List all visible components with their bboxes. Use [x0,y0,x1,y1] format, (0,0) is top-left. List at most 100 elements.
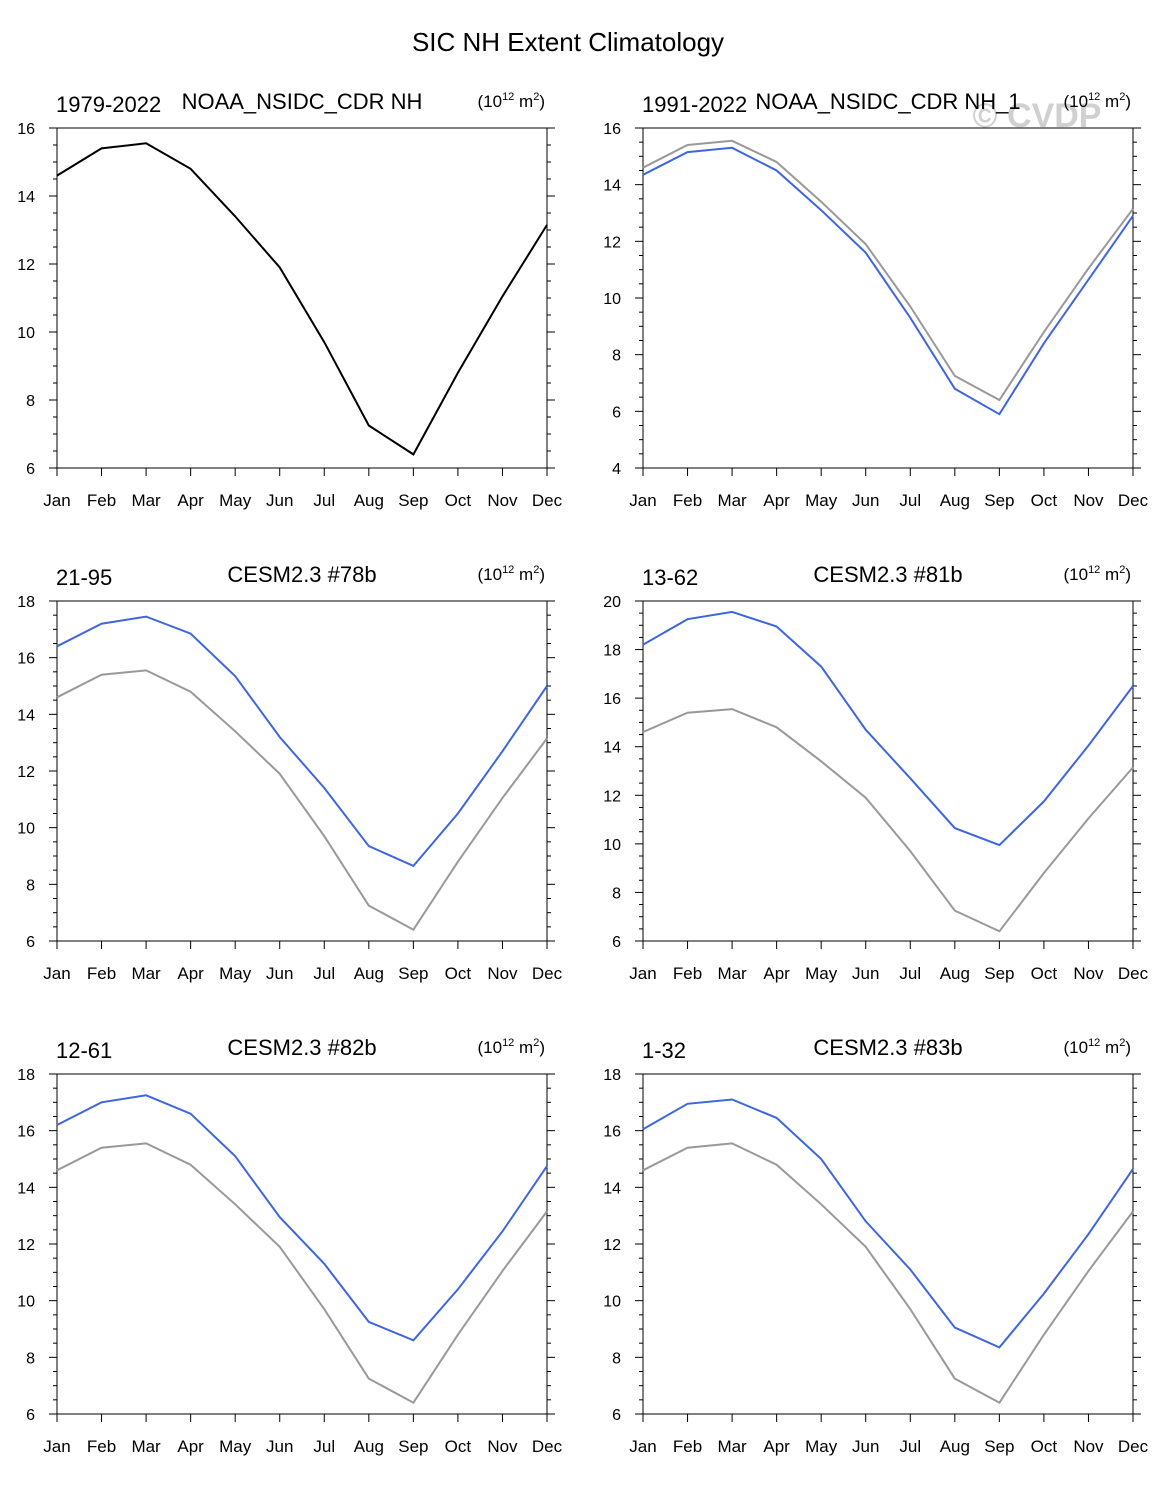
x-tick-label: Dec [532,1437,563,1456]
panel-center-title: NOAA_NSIDC_CDR NH_1 [755,89,1020,114]
chart-panel-4: 6 8 10 12 14 16 18 20 Jan Feb Mar Apr May Jun Jul Aug Se… [603,562,1148,983]
x-tick-label: Jun [266,1437,293,1456]
y-tick-label: 8 [26,877,35,894]
panel-center-title: CESM2.3 #81b [813,562,962,587]
series-line-model [642,610,1134,847]
panel-left-title: 13-62 [642,565,698,590]
y-tick-label: 18 [17,594,35,611]
x-tick-label: Apr [177,964,204,983]
panel-left-title: 12-61 [56,1038,112,1063]
x-tick-label: Jan [629,1437,656,1456]
y-tick-label: 14 [603,740,621,757]
x-tick-label: Jan [43,1437,70,1456]
y-tick-label: 4 [612,461,621,478]
y-tick-label: 12 [603,1237,621,1254]
x-tick-label: Sep [398,1437,428,1456]
panel-grid: 6 8 10 12 14 16 Jan Feb Mar Apr May Jun Jul Aug Sep Oct… [17,89,1148,1456]
x-tick-label: Sep [984,964,1014,983]
y-tick-label: 20 [603,594,621,611]
x-tick-label: Apr [763,1437,790,1456]
x-tick-label: Jun [852,491,879,510]
x-tick-label: Apr [177,1437,204,1456]
panel-left-title: 1-32 [642,1038,686,1063]
x-tick-label: Aug [354,964,384,983]
y-tick-label: 16 [603,1124,621,1141]
x-tick-label: Apr [763,964,790,983]
x-tick-label: Aug [940,964,970,983]
y-tick-label: 12 [17,257,35,274]
y-tick-label: 6 [26,934,35,951]
x-tick-label: Mar [131,1437,161,1456]
x-tick-label: Jun [852,964,879,983]
x-tick-label: Apr [763,491,790,510]
x-tick-label: Mar [717,964,747,983]
x-tick-label: Dec [532,491,563,510]
x-tick-label: May [805,491,838,510]
y-tick-label: 8 [612,1350,621,1367]
x-tick-label: Mar [131,491,161,510]
x-tick-label: May [805,1437,838,1456]
y-tick-label: 12 [17,1237,35,1254]
y-tick-label: 14 [603,1180,621,1197]
panel-center-title: CESM2.3 #78b [227,562,376,587]
series-line-obs [56,142,548,456]
y-tick-label: 16 [603,691,621,708]
x-tick-label: Aug [940,1437,970,1456]
plot-frame [56,600,548,942]
x-tick-label: Oct [1031,491,1058,510]
y-tick-label: 10 [17,1294,35,1311]
x-tick-label: Feb [87,1437,116,1456]
x-tick-label: Jun [266,491,293,510]
x-tick-label: Aug [354,491,384,510]
x-tick-label: Jan [43,964,70,983]
x-tick-label: Apr [177,491,204,510]
y-tick-label: 14 [603,178,621,195]
x-tick-label: Jun [852,1437,879,1456]
y-tick-label: 14 [17,1180,35,1197]
y-tick-label: 6 [612,934,621,951]
x-tick-label: Jun [266,964,293,983]
y-tick-label: 10 [17,325,35,342]
x-tick-label: Jul [899,964,921,983]
series-line-reference [642,1142,1134,1405]
plot-frame [56,127,548,469]
x-tick-label: Sep [398,491,428,510]
y-tick-label: 16 [17,1124,35,1141]
units-label: (1012 m2) [1063,564,1131,584]
x-tick-label: Nov [1073,491,1104,510]
x-tick-label: Jan [43,491,70,510]
x-tick-label: Nov [487,491,518,510]
y-tick-label: 6 [26,461,35,478]
series-line-reference [642,708,1134,933]
y-tick-label: 14 [17,189,35,206]
x-tick-label: Dec [1118,964,1149,983]
series-line-model [56,615,548,868]
x-tick-label: Mar [717,1437,747,1456]
series-line-reference [642,139,1134,402]
x-tick-label: Nov [487,1437,518,1456]
panel-left-title: 1979-2022 [56,92,161,117]
chart-panel-1: 6 8 10 12 14 16 Jan Feb Mar Apr May Jun Jul Aug Sep Oct… [17,89,562,510]
y-tick-label: 12 [603,234,621,251]
units-label: (1012 m2) [477,1037,545,1057]
x-tick-label: Jan [629,491,656,510]
chart-panel-3: 6 8 10 12 14 16 18 Jan Feb Mar Apr May Jun Jul Aug Sep O… [17,562,562,983]
x-tick-label: Dec [532,964,563,983]
y-tick-label: 8 [26,393,35,410]
figure-title: SIC NH Extent Climatology [412,27,724,57]
x-tick-label: Jan [629,964,656,983]
series-line-reference [56,669,548,932]
y-tick-label: 12 [603,788,621,805]
y-tick-label: 16 [603,121,621,138]
y-tick-label: 10 [603,837,621,854]
x-tick-label: Feb [673,1437,702,1456]
x-tick-label: Jul [313,491,335,510]
y-tick-label: 18 [603,1067,621,1084]
x-tick-label: Oct [445,964,472,983]
y-tick-label: 18 [603,643,621,660]
watermark: © CVDP [973,97,1102,135]
x-tick-label: Oct [1031,964,1058,983]
panel-center-title: CESM2.3 #82b [227,1035,376,1060]
series-line-reference [56,1142,548,1405]
